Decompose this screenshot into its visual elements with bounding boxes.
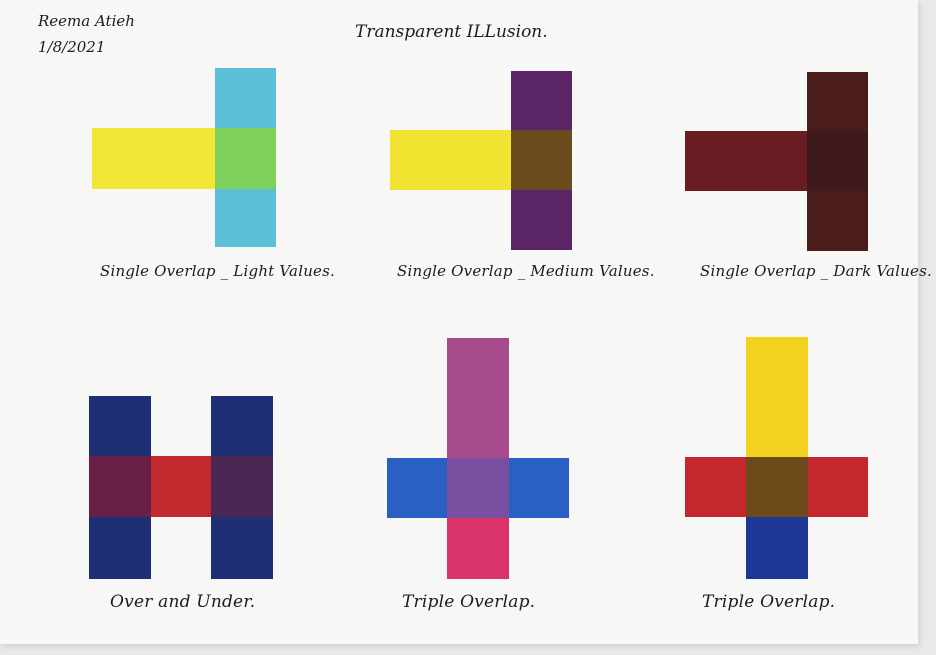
caption-triple-overlap-1: Triple Overlap. xyxy=(402,592,536,612)
purple-overlap xyxy=(447,458,509,518)
dark-overlap xyxy=(807,131,868,191)
brown-overlap xyxy=(746,457,808,517)
caption-medium-values: Single Overlap _ Medium Values. xyxy=(397,262,655,280)
author-name: Reema Atieh xyxy=(38,12,135,30)
caption-over-under: Over and Under. xyxy=(110,592,256,612)
caption-dark-values: Single Overlap _ Dark Values. xyxy=(700,262,932,280)
caption-light-values: Single Overlap _ Light Values. xyxy=(100,262,335,280)
yellow-horizontal-bar xyxy=(390,130,511,190)
date: 1/8/2021 xyxy=(38,38,106,56)
right-overlap xyxy=(211,456,273,517)
blue-bottom-bar xyxy=(746,517,808,579)
red-horizontal-bar xyxy=(685,131,807,191)
yellow-horizontal-bar xyxy=(92,128,215,189)
caption-triple-overlap-2: Triple Overlap. xyxy=(702,592,836,612)
yellow-top-bar xyxy=(746,337,808,457)
red-crossbar xyxy=(151,456,211,517)
page-title: Transparent ILLusion. xyxy=(355,22,548,42)
pink-bottom-bar xyxy=(447,518,509,579)
left-overlap xyxy=(89,456,151,517)
brown-overlap xyxy=(511,130,572,190)
magenta-top-bar xyxy=(447,338,509,458)
green-overlap xyxy=(215,128,276,189)
